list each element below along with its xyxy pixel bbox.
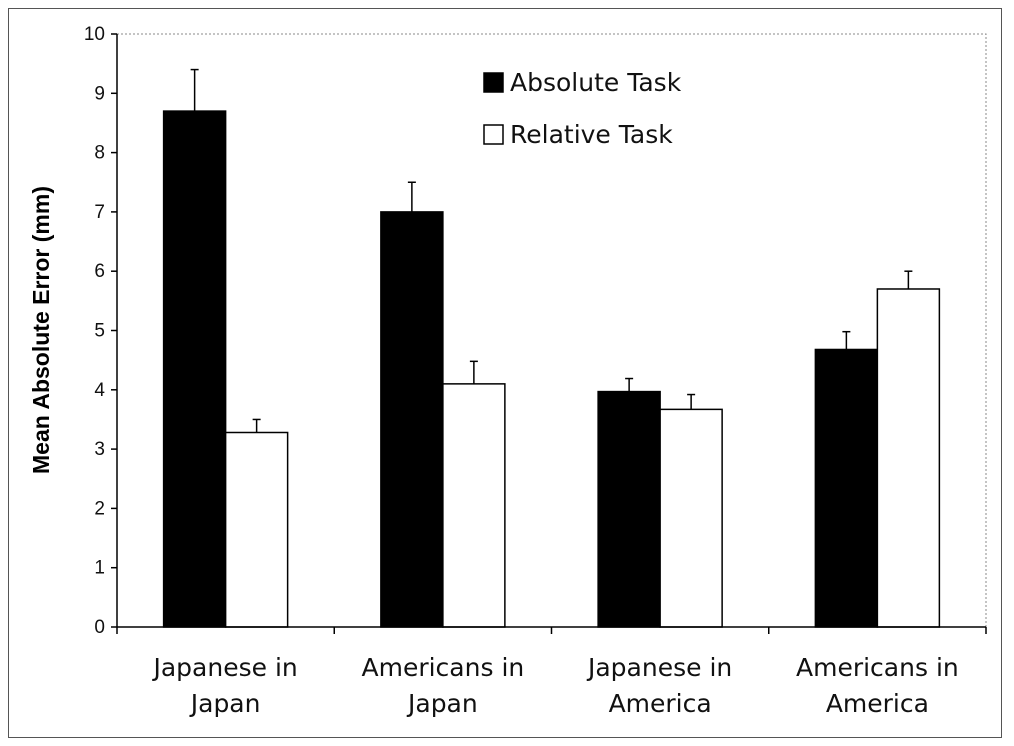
legend-label: Relative Task [510, 120, 673, 149]
y-tick-label: 9 [94, 83, 105, 104]
bar-absolute [597, 390, 661, 628]
y-tick-label: 7 [94, 202, 105, 223]
category-label: America [826, 689, 929, 718]
category-label: Americans in [362, 653, 525, 682]
legend-label: Absolute Task [510, 68, 682, 97]
bars-layer [162, 110, 941, 628]
y-tick-label: 6 [94, 261, 105, 282]
legend-swatch-relative [483, 124, 504, 145]
bar-relative [224, 431, 289, 628]
y-tick-label: 3 [94, 439, 105, 460]
x-labels-layer: Japanese in Japan Americans in Japan Japanes… [116, 627, 987, 718]
y-tick-label: 8 [94, 143, 105, 164]
legend-swatch-absolute [483, 72, 504, 93]
category-label: Americans in [796, 653, 959, 682]
bar-relative [876, 288, 941, 628]
y-tick-label: 1 [94, 558, 105, 579]
y-axis-label: Mean Absolute Error (mm) [28, 186, 54, 474]
category-label: America [609, 689, 712, 718]
y-tick-label: 0 [94, 617, 105, 638]
legend: Absolute Task Relative Task [483, 68, 682, 149]
category-label: Japanese in [151, 653, 297, 682]
bar-relative [442, 383, 506, 628]
y-tick-label: 2 [94, 498, 105, 519]
y-ticks-layer: 0 1 2 3 4 5 6 7 8 9 10 [84, 24, 117, 638]
error-bars-layer [190, 68, 913, 433]
y-tick-label: 10 [84, 24, 105, 45]
bar-absolute [380, 211, 444, 628]
bar-relative [659, 408, 723, 628]
category-label: Japan [189, 689, 261, 718]
category-label: Japan [406, 689, 478, 718]
category-label: Japanese in [586, 653, 732, 682]
bar-absolute [162, 110, 227, 628]
y-tick-label: 4 [94, 380, 105, 401]
y-tick-label: 5 [94, 321, 105, 342]
bar-absolute [814, 348, 879, 628]
